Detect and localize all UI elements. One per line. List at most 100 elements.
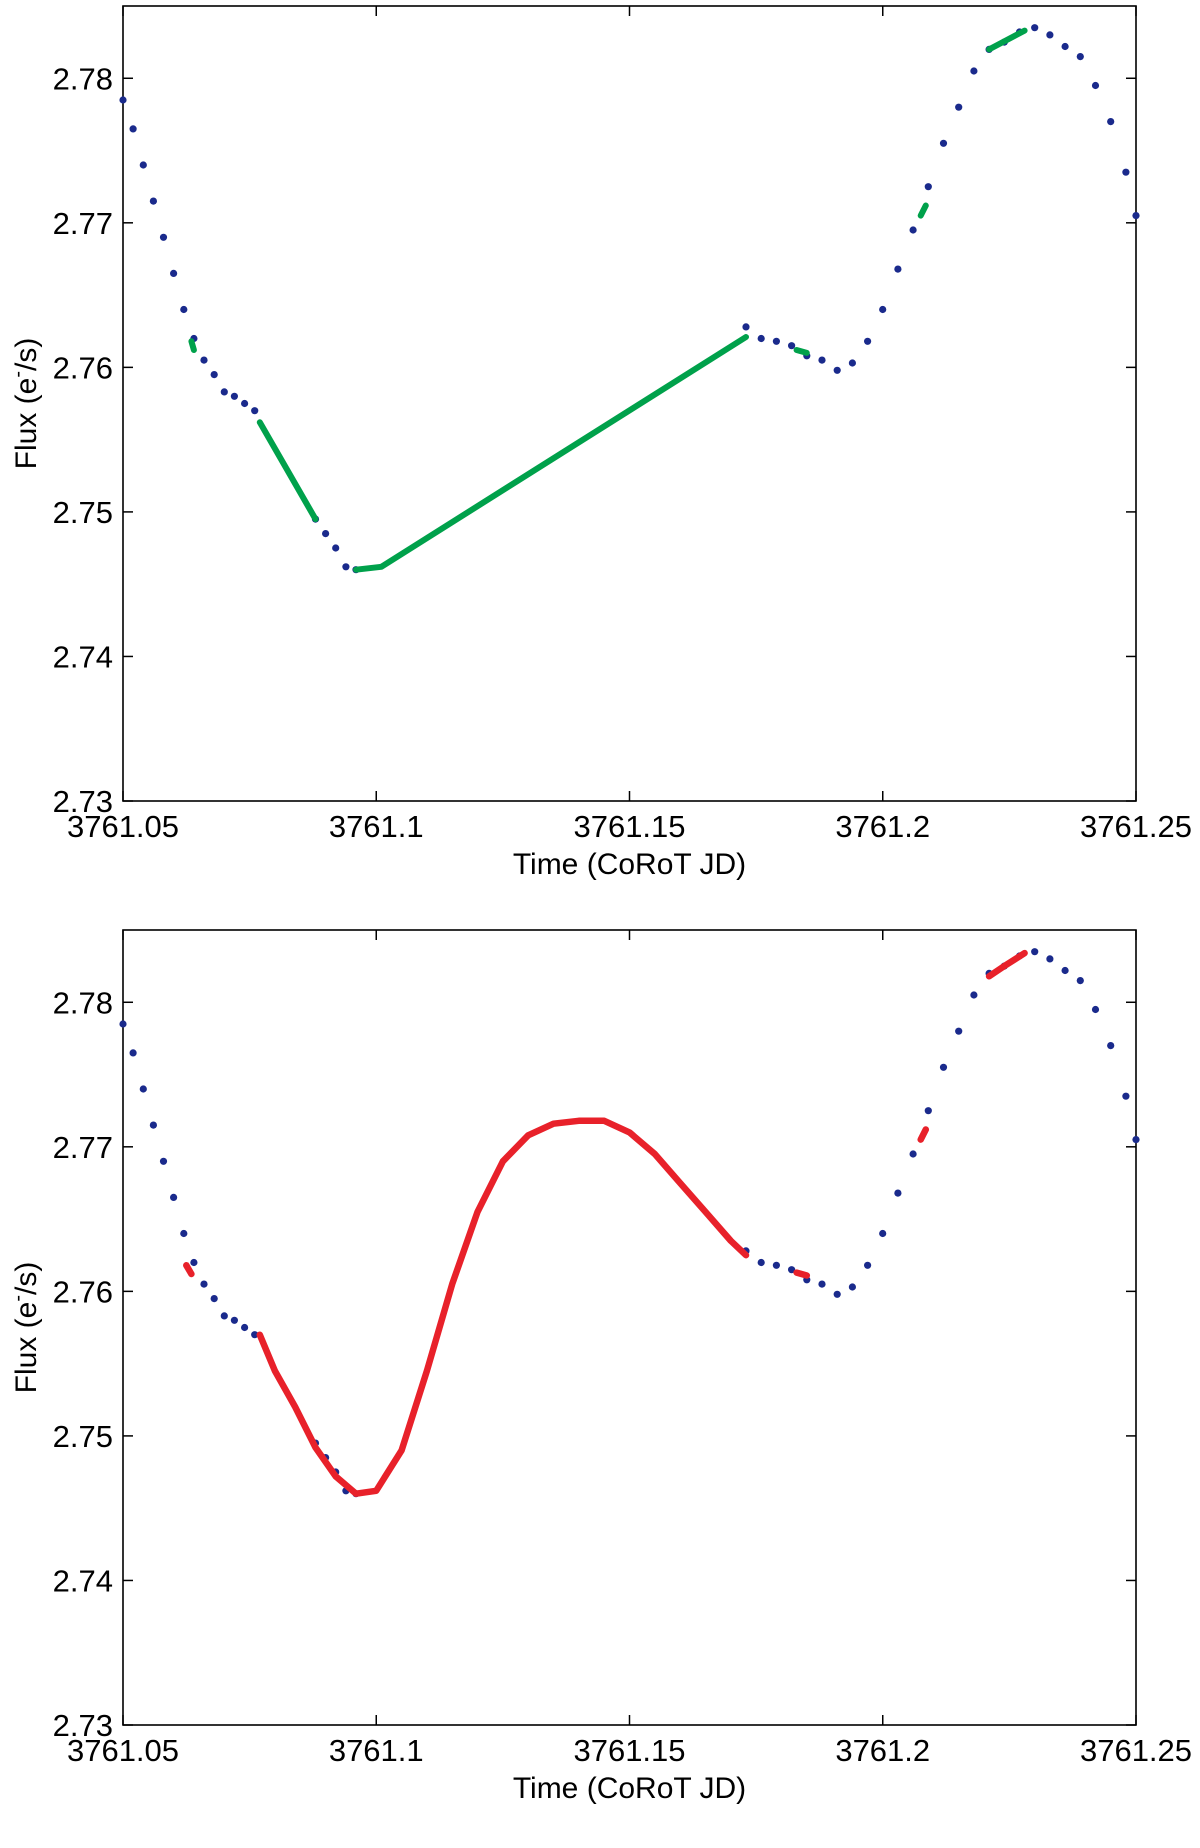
data-point xyxy=(220,1312,228,1320)
series-1 xyxy=(188,27,1028,573)
data-point xyxy=(251,1331,259,1339)
top-chart: 3761.05 3761.1 3761.15 3761.2 3761.25 2.73 2.7… xyxy=(7,5,1192,881)
data-point xyxy=(1076,53,1084,61)
top-chart-plot: 3761.05 3761.1 3761.15 3761.2 3761.25 2.73 2.7… xyxy=(7,5,1192,881)
data-point xyxy=(129,1049,137,1057)
data-point xyxy=(1091,81,1100,90)
x-tick-label: 3761.15 xyxy=(573,1733,685,1768)
data-point xyxy=(170,269,178,277)
data-point xyxy=(230,1316,238,1324)
x-tick-label: 3761.25 xyxy=(1080,1733,1192,1768)
data-point xyxy=(848,359,857,367)
x-tick-label: 3761.15 xyxy=(573,809,685,844)
data-point xyxy=(149,197,157,205)
series-segment xyxy=(793,347,810,356)
y-tick-label: 2.74 xyxy=(53,639,113,674)
data-point xyxy=(159,1157,168,1165)
data-point xyxy=(1107,1042,1115,1050)
data-point xyxy=(139,1085,147,1093)
data-point xyxy=(757,1258,765,1267)
series-segment xyxy=(188,338,197,353)
data-point xyxy=(1122,168,1130,176)
data-point xyxy=(924,1107,932,1115)
data-point xyxy=(864,337,872,345)
y-tick-label: 2.77 xyxy=(53,206,113,241)
data-point xyxy=(788,342,796,350)
data-point xyxy=(955,1027,963,1035)
y-tick-label: 2.76 xyxy=(53,1274,113,1309)
data-point xyxy=(909,1150,917,1158)
y-tick-label: 2.73 xyxy=(53,1708,113,1743)
bottom-chart: 3761.05 3761.1 3761.15 3761.2 3761.25 2.73 2.7… xyxy=(0,924,1200,1848)
x-tick-label: 3761.1 xyxy=(329,1733,424,1768)
data-point xyxy=(1132,212,1140,220)
data-point xyxy=(955,103,963,111)
data-point xyxy=(220,388,228,396)
data-point xyxy=(119,1020,127,1028)
data-point xyxy=(1061,42,1069,51)
data-point xyxy=(970,991,978,999)
data-point xyxy=(742,323,750,331)
data-point xyxy=(1122,1092,1130,1100)
y-tick-label: 2.74 xyxy=(53,1563,113,1598)
series-segment xyxy=(256,1117,750,1497)
data-point xyxy=(139,161,147,169)
data-point xyxy=(894,265,902,273)
data-point xyxy=(342,563,350,571)
series-segment xyxy=(793,1269,811,1279)
data-point xyxy=(818,356,826,364)
data-point xyxy=(939,139,948,147)
series-1 xyxy=(183,949,1028,1497)
data-point xyxy=(1091,1005,1100,1014)
y-tick-label: 2.75 xyxy=(53,1419,113,1454)
data-point xyxy=(230,392,238,400)
x-tick-label: 3761.2 xyxy=(835,1733,930,1768)
data-point xyxy=(180,305,188,314)
x-tick-label: 3761.1 xyxy=(329,809,424,844)
data-point xyxy=(879,1229,887,1238)
data-point xyxy=(1132,1136,1140,1144)
data-point xyxy=(1076,977,1084,985)
data-point xyxy=(818,1280,826,1288)
data-point xyxy=(241,1323,249,1332)
series-0 xyxy=(119,948,1140,1498)
bottom-chart-plot: 3761.05 3761.1 3761.15 3761.2 3761.25 2.73 2.7… xyxy=(7,929,1192,1805)
series-0 xyxy=(119,24,1140,574)
data-point xyxy=(149,1121,157,1129)
data-point xyxy=(180,1229,188,1238)
y-axis-label: Flux (e-/s) xyxy=(7,338,43,470)
data-point xyxy=(772,1261,781,1269)
data-point xyxy=(909,226,917,234)
data-point xyxy=(879,305,887,314)
data-point xyxy=(322,530,330,538)
data-point xyxy=(241,399,249,408)
series-segment xyxy=(986,27,1028,53)
x-tick-label: 3761.2 xyxy=(835,809,930,844)
data-point xyxy=(939,1063,948,1071)
data-point xyxy=(1061,966,1069,975)
series-segment xyxy=(917,202,929,219)
data-point xyxy=(251,407,259,415)
plot-frame xyxy=(122,5,1137,802)
data-point xyxy=(833,1290,841,1298)
data-point xyxy=(210,371,218,379)
data-point xyxy=(1046,955,1054,963)
data-point xyxy=(924,183,932,191)
data-point xyxy=(848,1283,857,1291)
data-point xyxy=(159,233,168,241)
x-tick-label: 3761.05 xyxy=(67,1733,179,1768)
data-point xyxy=(1046,31,1054,39)
series-segment xyxy=(917,1126,930,1143)
series-segment xyxy=(985,949,1028,980)
data-point xyxy=(190,1258,198,1267)
data-point xyxy=(788,1266,796,1274)
data-point xyxy=(119,96,127,104)
x-axis-label: Time (CoRoT JD) xyxy=(513,1772,746,1805)
series-segment xyxy=(353,334,749,573)
y-axis-label: Flux (e-/s) xyxy=(7,1262,43,1394)
data-point xyxy=(170,1193,178,1201)
plot-frame xyxy=(122,929,1137,1726)
data-point xyxy=(833,366,841,374)
data-point xyxy=(1107,118,1115,126)
y-tick-label: 2.73 xyxy=(53,784,113,819)
